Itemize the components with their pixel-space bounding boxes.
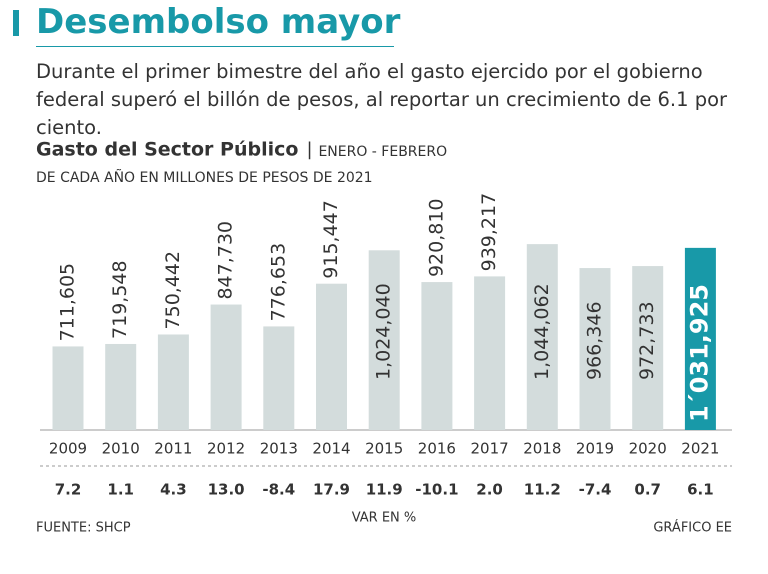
- growth-value: 2.0: [476, 481, 503, 499]
- growth-value: 4.3: [160, 481, 187, 499]
- value-label: 915,447: [320, 200, 342, 279]
- x-tick-label: 2012: [207, 440, 245, 458]
- value-label: 966,346: [584, 301, 606, 380]
- x-tick-label: 2016: [418, 440, 456, 458]
- value-label: 920,810: [425, 198, 447, 277]
- title-accent: [13, 10, 19, 36]
- x-tick-label: 2013: [260, 440, 298, 458]
- x-tick-label: 2014: [312, 440, 350, 458]
- value-label: 750,442: [162, 251, 184, 330]
- bar: [579, 268, 611, 430]
- period: ENERO - FEBRERO: [318, 144, 447, 160]
- value-label: 711,605: [57, 263, 79, 342]
- value-label: 776,653: [267, 243, 289, 322]
- x-tick-label: 2019: [576, 440, 614, 458]
- growth-value: 17.9: [313, 481, 350, 499]
- bar: [316, 283, 347, 430]
- bar: [52, 346, 84, 430]
- bar: [684, 247, 716, 430]
- subtitle: Durante el primer bimestre del año el ga…: [36, 60, 728, 139]
- value-label: 1,044,062: [531, 283, 553, 380]
- value-label: 1´031,925: [685, 284, 713, 422]
- growth-value: 13.0: [208, 481, 245, 499]
- x-tick-label: 2010: [102, 440, 140, 458]
- growth-value: 11.2: [524, 481, 561, 499]
- growth-value: 7.2: [55, 481, 82, 499]
- bar: [157, 334, 189, 430]
- growth-label: VAR EN %: [352, 511, 417, 526]
- bar: [474, 276, 506, 430]
- value-label: 719,548: [109, 260, 131, 339]
- bar: [421, 282, 453, 430]
- growth-value: -7.4: [579, 481, 612, 499]
- chart-title: Gasto del Sector Público: [36, 139, 298, 161]
- x-tick-label: 2018: [523, 440, 561, 458]
- growth-value: 1.1: [107, 481, 134, 499]
- growth-value: 11.9: [366, 481, 403, 499]
- growth-value: 6.1: [687, 481, 714, 499]
- separator-bar: |: [306, 139, 312, 160]
- bar: [526, 244, 558, 430]
- bar: [368, 250, 400, 430]
- credit: GRÁFICO EE: [653, 520, 732, 536]
- title-rule: [36, 46, 394, 47]
- value-label: 1,024,040: [373, 283, 395, 380]
- value-label: 939,217: [478, 193, 500, 272]
- bar: [263, 326, 295, 430]
- growth-value: 0.7: [634, 481, 661, 499]
- x-tick-label: 2021: [681, 440, 719, 458]
- x-tick-label: 2015: [365, 440, 403, 458]
- x-tick-label: 2017: [471, 440, 509, 458]
- x-tick-label: 2020: [629, 440, 667, 458]
- title: Desembolso mayor: [36, 2, 401, 42]
- value-label: 972,733: [636, 301, 658, 380]
- growth-value: -10.1: [415, 481, 458, 499]
- bar: [632, 266, 664, 430]
- bar: [210, 304, 242, 430]
- units: DE CADA AÑO EN MILLONES DE PESOS DE 2021: [36, 169, 373, 186]
- value-label: 847,730: [215, 221, 237, 300]
- source: FUENTE: SHCP: [36, 521, 131, 536]
- bar: [105, 343, 137, 430]
- x-tick-label: 2009: [49, 440, 87, 458]
- growth-value: -8.4: [262, 481, 295, 499]
- x-tick-label: 2011: [154, 440, 192, 458]
